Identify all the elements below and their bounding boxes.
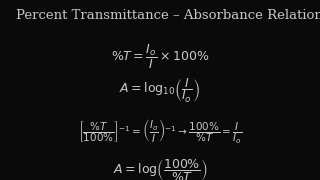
Text: Percent Transmittance – Absorbance Relationship: Percent Transmittance – Absorbance Relat…	[16, 9, 320, 22]
Text: $A = \log\!\left(\dfrac{100\%}{\%T}\right)$: $A = \log\!\left(\dfrac{100\%}{\%T}\righ…	[113, 157, 207, 180]
Text: $\%T = \dfrac{I_o}{I} \times 100\%$: $\%T = \dfrac{I_o}{I} \times 100\%$	[111, 43, 209, 71]
Text: $A = \log_{10}\!\left(\dfrac{I}{I_o}\right)$: $A = \log_{10}\!\left(\dfrac{I}{I_o}\rig…	[119, 77, 201, 105]
Text: $\left[\dfrac{\%T}{100\%}\right]^{-1} = \left(\dfrac{I_o}{I}\right)^{-1} \righta: $\left[\dfrac{\%T}{100\%}\right]^{-1} = …	[78, 117, 242, 146]
